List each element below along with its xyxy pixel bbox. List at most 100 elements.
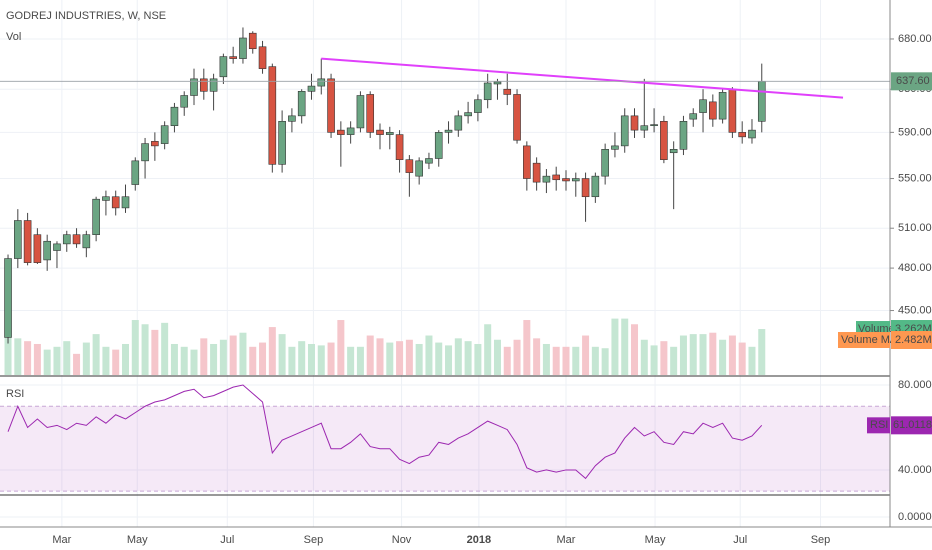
candle-body: [630, 115, 639, 131]
volume-bar: [288, 346, 296, 375]
candle-body: [611, 145, 619, 150]
candle-body: [111, 196, 120, 209]
volume-bar: [454, 338, 462, 375]
candle-body: [288, 115, 296, 122]
volume-bar: [73, 353, 81, 375]
candle-body: [43, 240, 51, 261]
volume-bar: [307, 343, 315, 375]
volume-bar: [63, 341, 71, 375]
candle-body: [356, 95, 365, 129]
candle-body: [268, 66, 277, 165]
candle-body: [474, 99, 482, 113]
labels: MarMayJulSepNov2018MarMayJulSep680.00630…: [52, 33, 932, 546]
volume-title: Vol: [6, 31, 21, 43]
volume-bar: [445, 345, 453, 375]
volume-bar: [591, 346, 599, 375]
candle-body: [62, 234, 71, 245]
rsi-value: 61.0118: [893, 419, 932, 431]
volume-bar: [474, 343, 482, 375]
volume-bar: [53, 346, 61, 375]
volume-bar: [748, 346, 756, 375]
candle-body: [317, 78, 326, 87]
candle-body: [601, 149, 609, 177]
pane-tick-label: 0.0000: [898, 511, 932, 523]
trendline: [321, 57, 844, 99]
volume-bar: [523, 320, 531, 375]
volume-bar: [552, 346, 560, 375]
volume-bar: [542, 343, 550, 375]
volume-bar: [112, 349, 120, 375]
candle-body: [650, 124, 658, 127]
x-tick-label: Jul: [733, 534, 747, 546]
volume-bar: [249, 346, 257, 375]
candle-body: [151, 141, 159, 147]
candle-body: [248, 32, 257, 50]
volume-bar: [425, 335, 433, 375]
ma-name: Volume MA: [841, 334, 898, 346]
candle-body: [444, 129, 453, 133]
candle-body: [23, 220, 32, 263]
rsi-band: [0, 406, 890, 492]
candle-body: [190, 78, 198, 96]
candle-body: [102, 196, 110, 201]
volume-bar: [562, 346, 570, 375]
volume-bar: [405, 339, 413, 375]
volume-bar: [513, 339, 521, 375]
volume-bar: [611, 318, 619, 375]
ma-name-box: [838, 332, 890, 349]
volume-bar: [533, 338, 541, 375]
candle-body: [415, 160, 423, 177]
x-tick-label: May: [127, 534, 148, 546]
volume-bar: [33, 343, 41, 375]
candle-body: [562, 178, 570, 182]
candle-body: [454, 115, 463, 131]
candle-body: [571, 178, 580, 182]
x-tick-label: Sep: [304, 534, 324, 546]
volume-bar: [131, 320, 139, 375]
volume-bar: [709, 332, 717, 375]
candle-body: [82, 234, 91, 249]
candle-body: [366, 94, 375, 133]
candle-body: [278, 121, 286, 165]
candle-body: [14, 220, 22, 259]
volume-bar: [92, 334, 100, 375]
candle-body: [699, 99, 707, 113]
volume-bar: [161, 322, 169, 375]
candle-body: [53, 243, 61, 251]
candle-body: [464, 112, 472, 117]
candle-body: [503, 88, 512, 95]
rsi-tick-label: 80.0000: [898, 379, 932, 391]
volume-bar: [43, 349, 51, 375]
volume-bar: [259, 342, 267, 375]
volume-bar: [738, 342, 746, 375]
ma-value-box: [891, 331, 932, 350]
candle-body: [405, 159, 414, 173]
candle-body: [209, 78, 218, 92]
volume-bar: [670, 346, 678, 375]
volume-bar: [14, 338, 22, 375]
volume-bar: [699, 334, 707, 375]
candle-body: [385, 132, 394, 135]
candle-body: [532, 162, 541, 183]
candle-body: [709, 101, 717, 120]
candle-body: [738, 132, 746, 138]
candle-body: [542, 175, 551, 183]
volume-bar: [719, 339, 727, 375]
volume-bar: [464, 341, 472, 375]
candle-body: [591, 175, 600, 198]
candle-body: [689, 113, 698, 120]
volume-bar: [4, 331, 12, 375]
volume-bar: [415, 343, 423, 375]
candle-body: [581, 178, 590, 198]
volume-bar: [493, 339, 501, 375]
volume-bar: [650, 345, 658, 375]
last-price-label: 637.60: [896, 75, 930, 87]
candle-body: [200, 78, 208, 92]
candle-body: [346, 127, 355, 135]
y-tick-label: 510.00: [898, 222, 932, 234]
candle-body: [660, 121, 668, 160]
candle-body: [669, 149, 678, 154]
candle-body: [4, 258, 12, 338]
candle-body: [425, 158, 433, 164]
